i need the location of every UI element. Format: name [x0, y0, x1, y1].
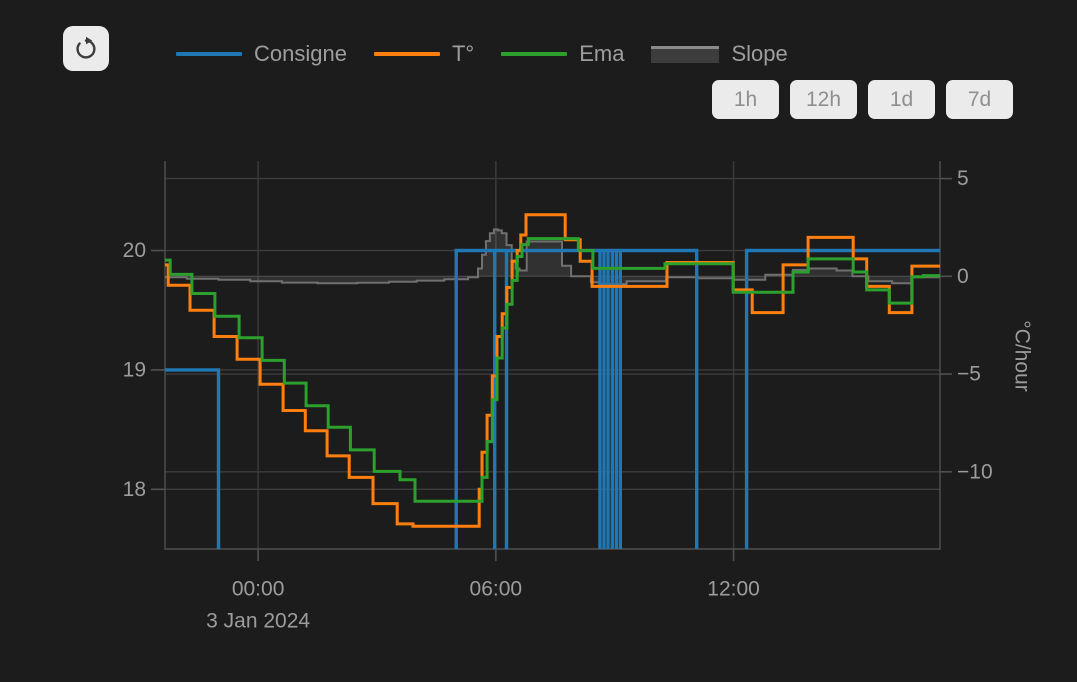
- y-left-tick-label: 20: [123, 239, 146, 262]
- chart-legend: Consigne T° Ema Slope: [176, 41, 788, 67]
- range-button-1d[interactable]: 1d: [868, 80, 935, 119]
- legend-item-temperature[interactable]: T°: [373, 41, 475, 66]
- legend-item-slope[interactable]: Slope: [651, 41, 788, 66]
- axis-frame: [164, 161, 941, 550]
- legend-label-slope: Slope: [731, 41, 788, 66]
- refresh-button[interactable]: [63, 26, 109, 71]
- slope-area-swatch: [651, 45, 720, 63]
- y-right-tick-label: 0: [957, 265, 969, 288]
- x-tick-label: 00:00: [232, 578, 285, 601]
- legend-label-ema: Ema: [579, 41, 625, 66]
- temperature-line-swatch: [373, 52, 440, 56]
- y-right-tick-label: −10: [957, 460, 993, 483]
- y-left-tick-label: 19: [123, 358, 146, 381]
- y-right-tick-label: 5: [957, 167, 969, 190]
- range-button-7d[interactable]: 7d: [946, 80, 1013, 119]
- range-button-1h[interactable]: 1h: [712, 80, 779, 119]
- legend-label-temperature: T°: [451, 41, 475, 66]
- legend-item-ema[interactable]: Ema: [501, 42, 624, 66]
- consigne-line: [165, 248, 940, 549]
- slope-area: [165, 229, 940, 285]
- time-range-buttons: 1h 12h 1d 7d: [712, 80, 1013, 119]
- range-button-12h[interactable]: 12h: [790, 80, 857, 119]
- refresh-icon: [76, 36, 96, 59]
- ema-line-swatch: [501, 52, 568, 56]
- ema-line: [165, 237, 940, 503]
- y-right-tick-label: −5: [957, 363, 981, 386]
- x-axis-date-label: 3 Jan 2024: [206, 610, 310, 633]
- y-left-tick-label: 18: [123, 478, 146, 501]
- legend-label-consigne: Consigne: [254, 41, 347, 66]
- x-tick-label: 06:00: [470, 578, 523, 601]
- consigne-line-swatch: [176, 52, 242, 56]
- y-right-axis-title: °C/hour: [1011, 320, 1034, 391]
- legend-item-consigne[interactable]: Consigne: [176, 42, 347, 66]
- temperature-line: [165, 213, 940, 528]
- series-group: [165, 213, 940, 549]
- x-tick-label: 12:00: [707, 578, 760, 601]
